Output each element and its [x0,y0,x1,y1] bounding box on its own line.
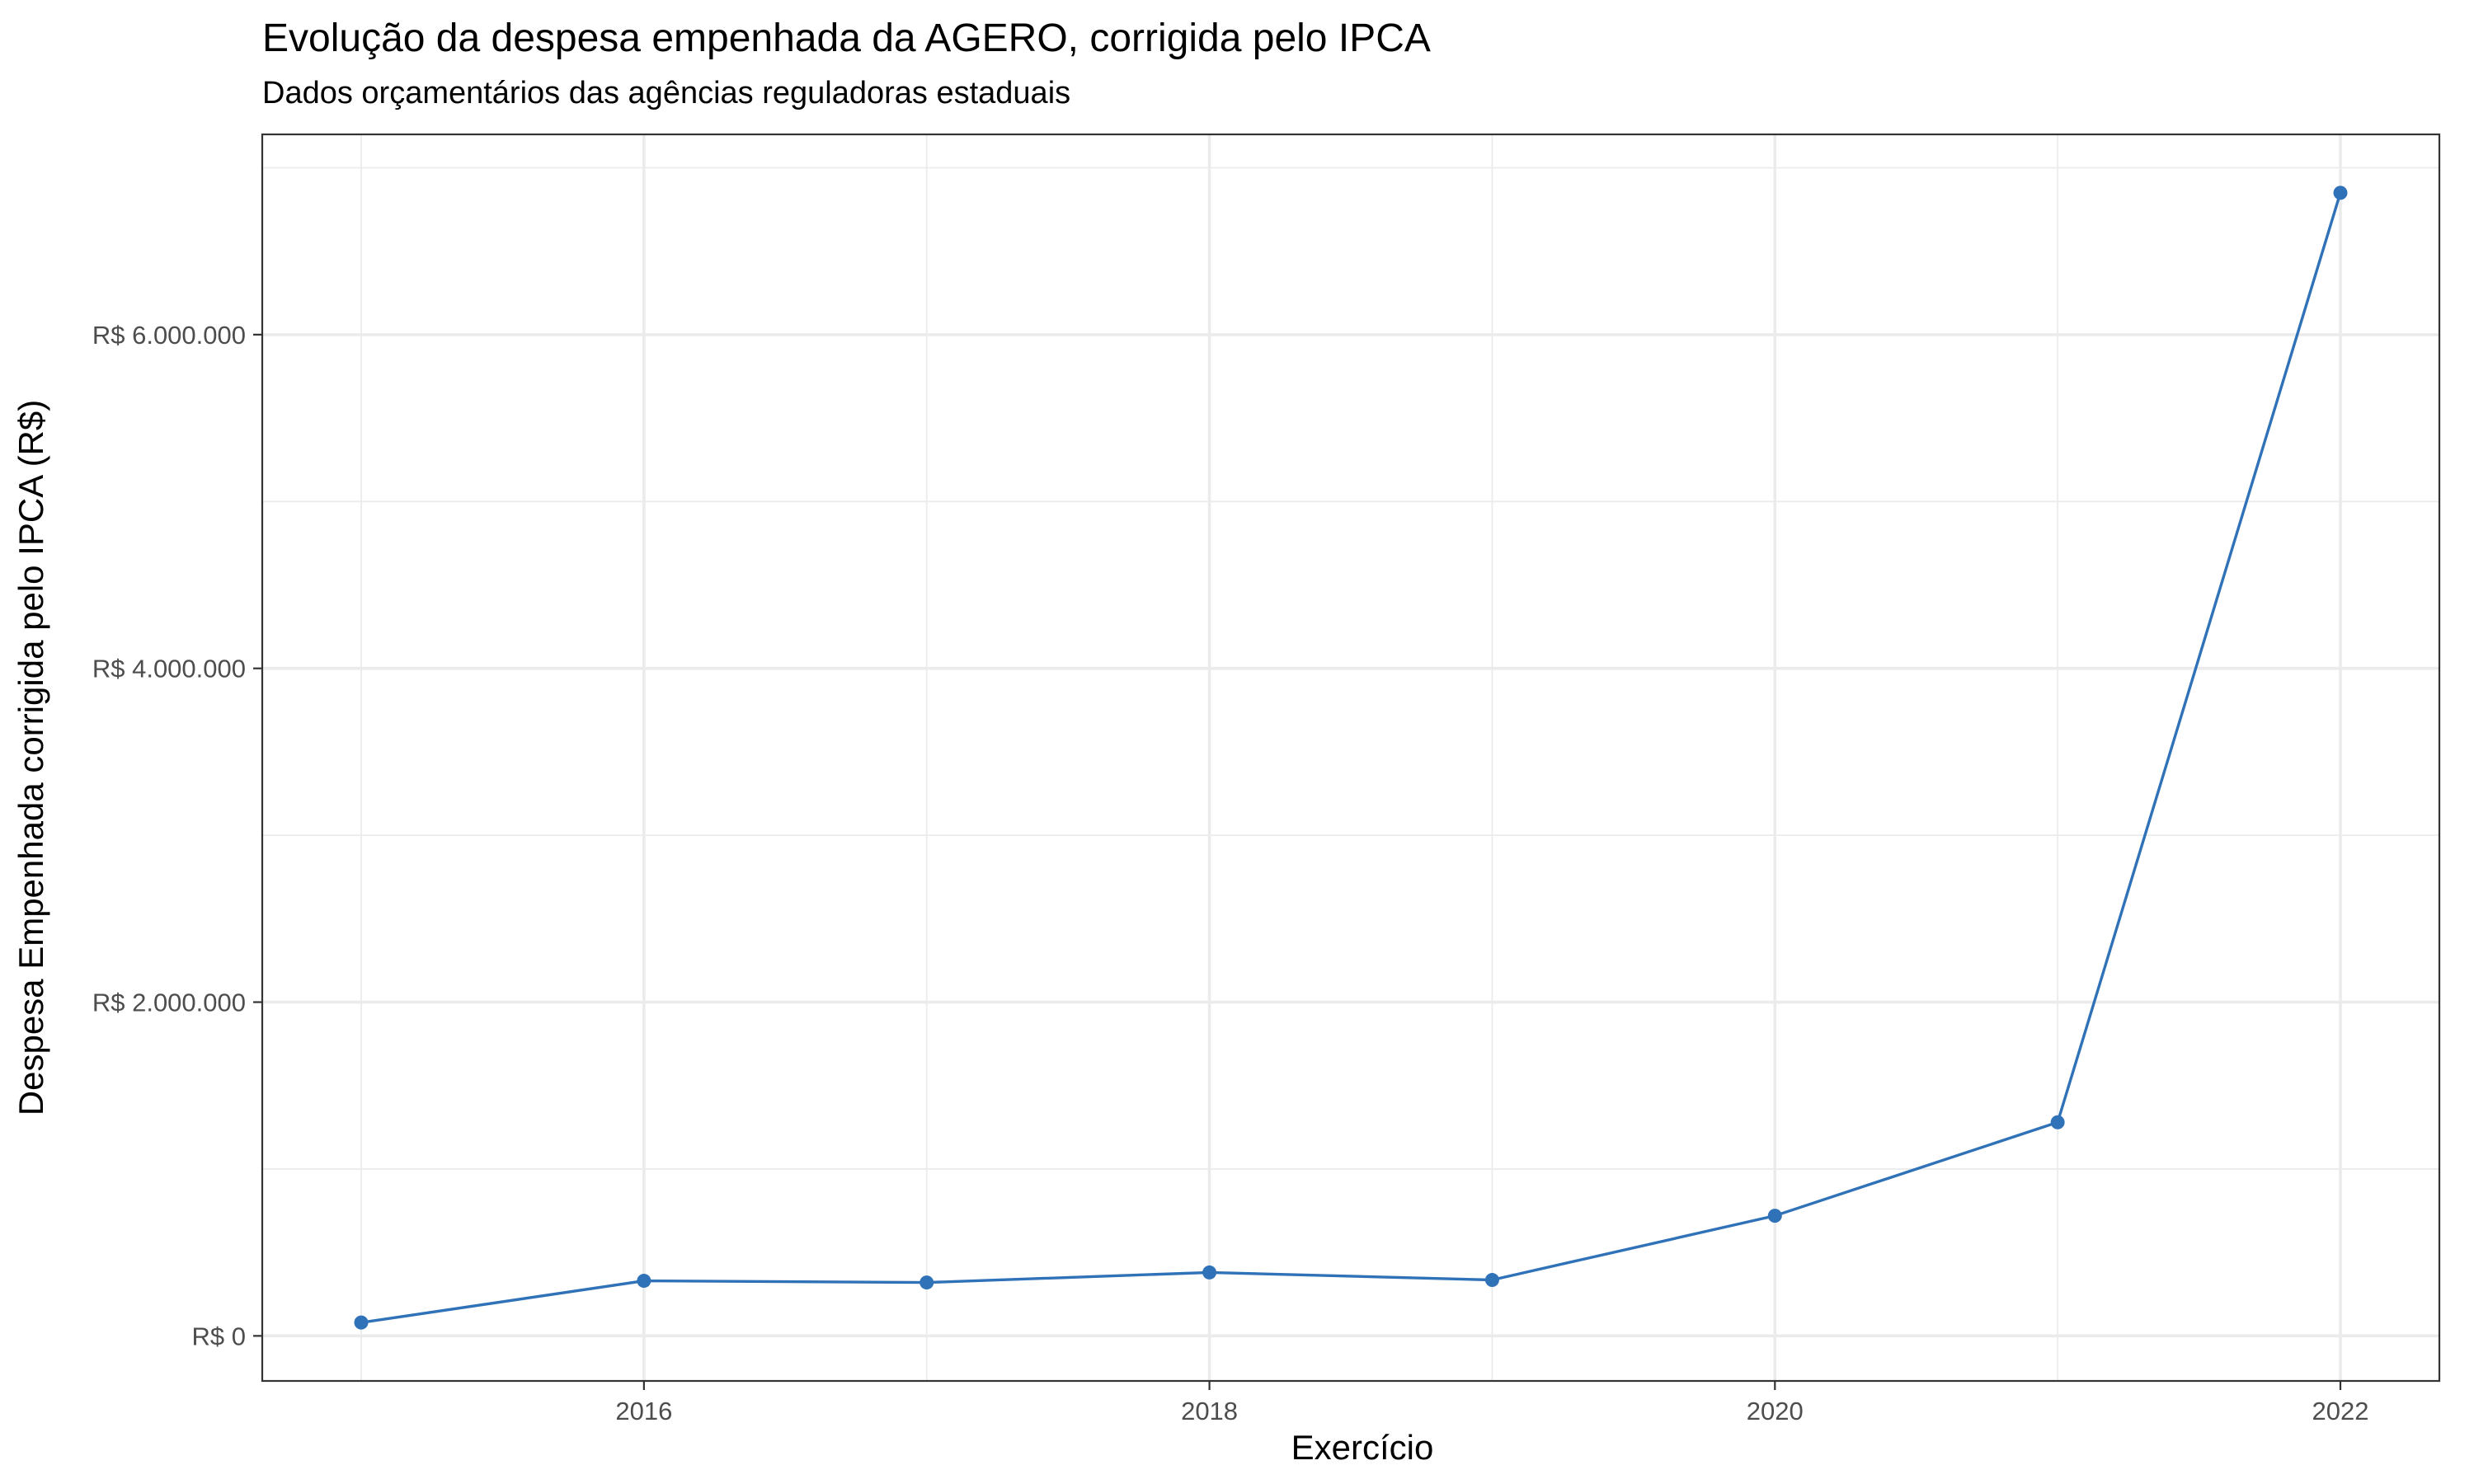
x-tick-label: 2018 [1181,1397,1238,1425]
data-point [2333,186,2348,200]
y-tick-label: R$ 0 [192,1322,246,1350]
panel-background [262,134,2439,1381]
y-tick-label: R$ 2.000.000 [92,989,246,1017]
data-point [1767,1209,1782,1223]
x-tick-label: 2022 [2312,1397,2369,1425]
y-axis-title: Despesa Empenhada corrigida pelo IPCA (R… [12,400,50,1115]
data-point [354,1315,369,1330]
x-tick-label: 2016 [615,1397,672,1425]
y-axis: R$ 0 R$ 2.000.000 R$ 4.000.000 R$ 6.000.000 [92,321,262,1350]
data-point [1484,1273,1499,1288]
data-point [1202,1265,1217,1280]
data-point [637,1274,651,1289]
panel-border [261,133,2441,1383]
data-point [920,1275,934,1290]
x-axis-title: Exercício [1291,1428,1434,1467]
chart-title: Evolução da despesa empenhada da AGERO, … [262,16,1431,60]
chart-subtitle: Dados orçamentários das agências regulad… [262,76,1070,110]
series-line [360,192,2342,1324]
y-tick-label: R$ 4.000.000 [92,655,246,683]
x-axis: 2016 2018 2020 2022 [615,1381,2368,1425]
plot-panel [261,133,2441,1383]
x-tick-label: 2020 [1747,1397,1804,1425]
y-tick-label: R$ 6.000.000 [92,321,246,350]
data-point [2050,1115,2065,1129]
grid-lines [262,134,2439,1381]
series-layer [354,186,2348,1330]
